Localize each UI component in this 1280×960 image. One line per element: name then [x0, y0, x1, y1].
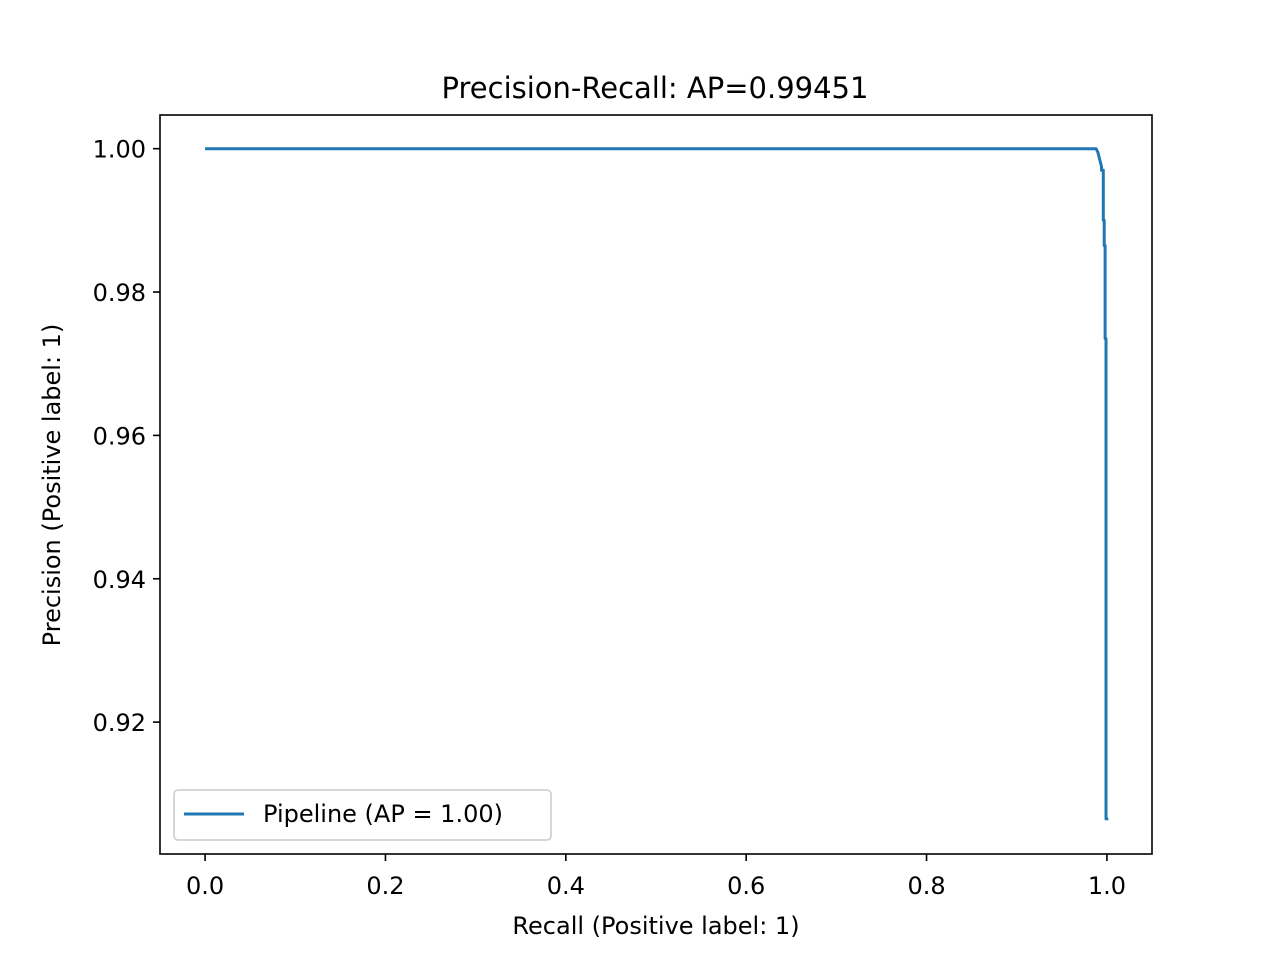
y-tick-label: 0.98 — [93, 279, 146, 307]
y-axis-ticks: 0.92 0.94 0.96 0.98 1.00 — [93, 136, 160, 737]
y-axis-label: Precision (Positive label: 1) — [38, 324, 66, 647]
y-tick-label: 0.92 — [93, 709, 146, 737]
series-layer — [205, 147, 1109, 821]
x-tick-label: 0.2 — [366, 872, 404, 900]
plot-area: 0.0 0.2 0.4 0.6 0.8 1.0 0.92 0.94 0.96 0.98 1.00 — [93, 114, 1153, 900]
y-tick-label: 0.96 — [93, 422, 146, 450]
x-tick-label: 0.8 — [907, 872, 945, 900]
x-tick-label: 0.0 — [186, 872, 224, 900]
legend: Pipeline (AP = 1.00) — [173, 789, 552, 841]
x-axis-ticks: 0.0 0.2 0.4 0.6 0.8 1.0 — [186, 854, 1126, 900]
chart-title: Precision-Recall: AP=0.99451 — [442, 71, 869, 105]
y-tick-label: 1.00 — [93, 136, 146, 164]
legend-box — [173, 789, 552, 841]
x-tick-label: 1.0 — [1088, 872, 1126, 900]
axes-frame — [159, 114, 1153, 855]
x-tick-label: 0.4 — [547, 872, 585, 900]
x-tick-label: 0.6 — [727, 872, 765, 900]
legend-label-pipeline: Pipeline (AP = 1.00) — [263, 800, 503, 828]
x-axis-label: Recall (Positive label: 1) — [512, 912, 799, 940]
series-line-pipeline — [205, 147, 1109, 821]
y-tick-label: 0.94 — [93, 566, 146, 594]
